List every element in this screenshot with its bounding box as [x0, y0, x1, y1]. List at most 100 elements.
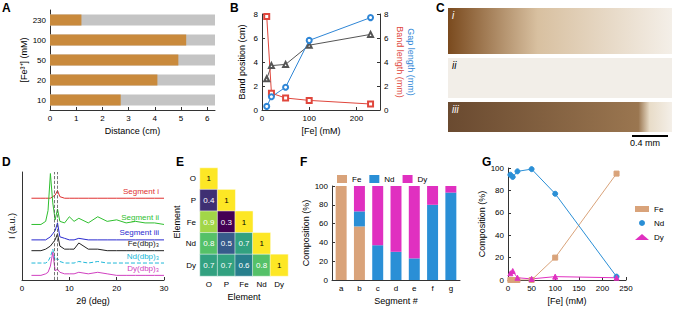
svg-text:20: 20: [37, 76, 46, 85]
svg-text:100: 100: [303, 114, 317, 123]
svg-text:d: d: [394, 284, 398, 293]
svg-text:150: 150: [572, 284, 586, 293]
svg-text:100: 100: [315, 182, 329, 191]
svg-text:Element: Element: [227, 292, 261, 302]
svg-text:1: 1: [207, 174, 212, 183]
svg-text:1: 1: [74, 114, 79, 123]
svg-text:8: 8: [254, 10, 259, 19]
svg-text:O: O: [190, 174, 196, 183]
svg-text:100: 100: [33, 36, 47, 45]
svg-text:1: 1: [277, 261, 282, 270]
svg-text:Dy: Dy: [654, 233, 664, 242]
svg-text:Nd: Nd: [256, 280, 266, 289]
svg-text:50: 50: [37, 56, 46, 65]
svg-text:0.7: 0.7: [238, 239, 250, 248]
svg-text:i: i: [452, 10, 455, 21]
svg-text:e: e: [412, 284, 417, 293]
svg-text:0: 0: [324, 276, 329, 285]
svg-text:5: 5: [179, 114, 184, 123]
svg-text:200: 200: [350, 114, 364, 123]
svg-text:ii: ii: [452, 60, 457, 71]
svg-text:F: F: [300, 155, 307, 169]
svg-text:Dy: Dy: [418, 175, 428, 184]
svg-text:[Fe] (mM): [Fe] (mM): [548, 296, 587, 306]
svg-text:0.4: 0.4: [203, 196, 215, 205]
svg-text:2θ (deg): 2θ (deg): [76, 296, 110, 306]
svg-text:0: 0: [500, 276, 505, 285]
svg-text:200: 200: [596, 284, 610, 293]
svg-text:A: A: [2, 1, 11, 15]
svg-text:4: 4: [254, 58, 259, 67]
svg-text:1: 1: [224, 196, 229, 205]
svg-text:c: c: [376, 284, 380, 293]
svg-text:60: 60: [319, 219, 328, 228]
svg-text:Nd(dbp)₃: Nd(dbp)₃: [127, 252, 159, 261]
svg-text:0: 0: [20, 284, 25, 293]
svg-text:I (a.u.): I (a.u.): [7, 213, 17, 239]
svg-text:0: 0: [506, 284, 511, 293]
svg-text:250: 250: [619, 284, 633, 293]
svg-text:100: 100: [491, 164, 505, 173]
svg-text:230: 230: [33, 16, 47, 25]
svg-text:2: 2: [254, 82, 259, 91]
svg-text:Fe: Fe: [654, 205, 664, 214]
svg-text:0.6: 0.6: [238, 261, 250, 270]
svg-text:6: 6: [384, 34, 389, 43]
svg-text:Nd: Nd: [186, 239, 196, 248]
svg-text:60: 60: [495, 208, 504, 217]
svg-text:0: 0: [384, 106, 389, 115]
svg-text:0: 0: [260, 114, 265, 123]
svg-text:Dy: Dy: [186, 261, 196, 270]
svg-text:Dy(dbp)₃: Dy(dbp)₃: [127, 264, 159, 273]
svg-text:20: 20: [495, 253, 504, 262]
svg-text:1: 1: [259, 239, 264, 248]
svg-text:B: B: [230, 1, 239, 15]
svg-text:C: C: [436, 1, 445, 15]
svg-text:g: g: [449, 284, 453, 293]
svg-text:50: 50: [527, 284, 536, 293]
svg-text:Dy: Dy: [274, 280, 284, 289]
svg-text:O: O: [206, 280, 212, 289]
svg-text:Segment iii: Segment iii: [119, 228, 159, 237]
svg-text:Segment i: Segment i: [123, 187, 159, 196]
svg-text:100: 100: [549, 284, 563, 293]
svg-text:10: 10: [37, 96, 46, 105]
svg-text:0.7: 0.7: [221, 261, 233, 270]
svg-text:Fe: Fe: [187, 218, 197, 227]
svg-text:2: 2: [100, 114, 105, 123]
svg-text:20: 20: [319, 257, 328, 266]
svg-text:Distance (cm): Distance (cm): [105, 126, 161, 136]
svg-text:Fe: Fe: [352, 175, 362, 184]
svg-text:f: f: [431, 284, 434, 293]
svg-text:Element: Element: [172, 205, 182, 239]
svg-text:0.8: 0.8: [203, 239, 215, 248]
svg-text:80: 80: [495, 186, 504, 195]
svg-text:8: 8: [384, 10, 389, 19]
svg-text:Gap length (mm): Gap length (mm): [406, 28, 416, 96]
svg-text:0: 0: [48, 114, 53, 123]
svg-text:Fe: Fe: [239, 280, 249, 289]
svg-text:2: 2: [384, 82, 389, 91]
svg-text:30: 30: [160, 284, 169, 293]
svg-text:20: 20: [112, 284, 121, 293]
svg-text:0.9: 0.9: [203, 218, 215, 227]
svg-text:3: 3: [126, 114, 131, 123]
svg-text:4: 4: [384, 58, 389, 67]
svg-text:Segment #: Segment #: [374, 296, 418, 306]
svg-text:0.8: 0.8: [256, 261, 268, 270]
svg-text:Composition (%): Composition (%): [477, 191, 487, 258]
svg-text:40: 40: [319, 238, 328, 247]
svg-text:Band length (mm): Band length (mm): [395, 26, 405, 98]
svg-text:0.5: 0.5: [221, 239, 233, 248]
svg-text:Composition (%): Composition (%): [301, 200, 311, 267]
svg-text:D: D: [2, 155, 11, 169]
svg-text:Segment ii: Segment ii: [121, 213, 159, 222]
svg-text:0.3: 0.3: [221, 218, 233, 227]
svg-text:0: 0: [254, 106, 259, 115]
svg-text:[Fe³⁺] (mM): [Fe³⁺] (mM): [19, 38, 29, 83]
svg-text:80: 80: [319, 200, 328, 209]
svg-text:0.7: 0.7: [203, 261, 215, 270]
svg-text:6: 6: [205, 114, 210, 123]
svg-text:E: E: [176, 155, 184, 169]
svg-text:Nd: Nd: [384, 175, 394, 184]
